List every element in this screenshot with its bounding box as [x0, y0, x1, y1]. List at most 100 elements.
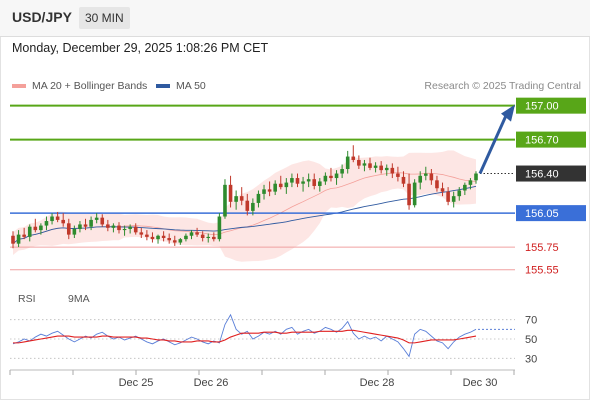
- candle: [474, 173, 478, 181]
- candle: [429, 173, 434, 181]
- candle: [139, 232, 144, 235]
- candle: [312, 179, 317, 186]
- candle: [145, 234, 149, 237]
- candle: [318, 181, 322, 186]
- candle: [117, 225, 121, 231]
- candle: [396, 173, 400, 177]
- chart-header: USD/JPY 30 MIN: [0, 0, 590, 37]
- candle: [278, 183, 283, 188]
- candle: [245, 200, 250, 211]
- candle: [362, 163, 367, 166]
- candle: [334, 173, 339, 179]
- candle: [256, 193, 261, 203]
- bollinger-label: MA 20 + Bollinger Bands: [32, 80, 148, 92]
- candle: [451, 196, 456, 202]
- candle: [401, 176, 406, 184]
- candle: [33, 226, 38, 231]
- candle: [340, 169, 344, 174]
- candle: [50, 216, 54, 222]
- candle: [94, 217, 99, 220]
- candle: [150, 236, 155, 240]
- x-label: Dec 28: [359, 377, 395, 389]
- candle: [301, 181, 305, 184]
- bollinger-band: [13, 150, 476, 262]
- candle: [206, 236, 211, 239]
- candle: [273, 183, 277, 192]
- rsi-line: [12, 313, 477, 358]
- x-label: Dec 25: [118, 377, 154, 389]
- candle: [133, 226, 138, 233]
- candle: [61, 219, 66, 224]
- candle: [295, 178, 300, 184]
- candle: [39, 225, 43, 231]
- candle: [390, 167, 395, 174]
- candle: [55, 216, 60, 220]
- candle: [172, 240, 177, 243]
- candle: [251, 202, 255, 211]
- candle: [122, 228, 127, 231]
- ma50-line: [12, 185, 477, 245]
- rsi-tick-label: 70: [525, 315, 537, 327]
- candle: [212, 236, 216, 240]
- candle: [184, 235, 188, 240]
- candle: [167, 238, 171, 241]
- rsi-tick-label: 50: [525, 334, 537, 346]
- timeframe-button[interactable]: 30 MIN: [79, 7, 130, 29]
- candle: [384, 167, 389, 171]
- level-tag: [516, 165, 586, 182]
- candle: [16, 234, 21, 244]
- candle: [345, 156, 350, 170]
- level-tag: [516, 131, 586, 148]
- candle: [178, 239, 183, 243]
- candle: [284, 182, 289, 188]
- candle: [228, 184, 233, 202]
- candle: [161, 235, 166, 239]
- bollinger-swatch: [12, 84, 26, 88]
- candle: [66, 223, 71, 235]
- candle: [239, 196, 244, 201]
- candle: [72, 228, 77, 235]
- legend-bollinger: MA 20 + Bollinger Bands: [12, 80, 147, 92]
- level-label: 156.70: [525, 135, 559, 147]
- candle: [267, 189, 272, 192]
- level-tag: [516, 97, 586, 114]
- candle: [463, 184, 467, 191]
- candle: [223, 184, 227, 217]
- candle: [156, 235, 160, 240]
- forecast-arrow: [478, 115, 508, 175]
- candle: [22, 234, 26, 237]
- candle: [373, 165, 378, 168]
- candle: [435, 180, 439, 189]
- legend-ma50: MA 50: [156, 80, 206, 92]
- ma50-swatch: [156, 84, 170, 88]
- candle: [234, 196, 238, 202]
- rsi-tick-label: 30: [525, 353, 537, 365]
- candle: [195, 232, 199, 235]
- candle: [423, 173, 428, 176]
- candle: [262, 189, 266, 194]
- legend-9ma: 9MA: [62, 293, 90, 305]
- ma9-label: 9MA: [68, 293, 90, 305]
- forecast-arrowhead: [501, 104, 515, 122]
- rsi-label: RSI: [18, 293, 36, 305]
- candle: [78, 224, 82, 229]
- candle: [379, 165, 383, 171]
- rsi-ma9-line: [13, 329, 477, 344]
- candle: [412, 182, 417, 206]
- timestamp: Monday, December 29, 2025 1:08:26 PM CET: [12, 41, 269, 55]
- candle: [217, 216, 222, 240]
- candle: [357, 159, 361, 166]
- candle: [418, 175, 423, 183]
- candle: [446, 191, 450, 202]
- x-label: Dec 30: [462, 377, 498, 389]
- credit-text: Research © 2025 Trading Central: [424, 80, 581, 92]
- level-label: 157.00: [525, 101, 559, 113]
- candle: [44, 221, 49, 226]
- candle: [468, 180, 473, 185]
- level-label: 155.55: [525, 265, 559, 277]
- candle: [407, 183, 411, 206]
- level-label: 156.40: [525, 169, 559, 181]
- candle: [329, 175, 333, 179]
- level-tag: [516, 205, 586, 222]
